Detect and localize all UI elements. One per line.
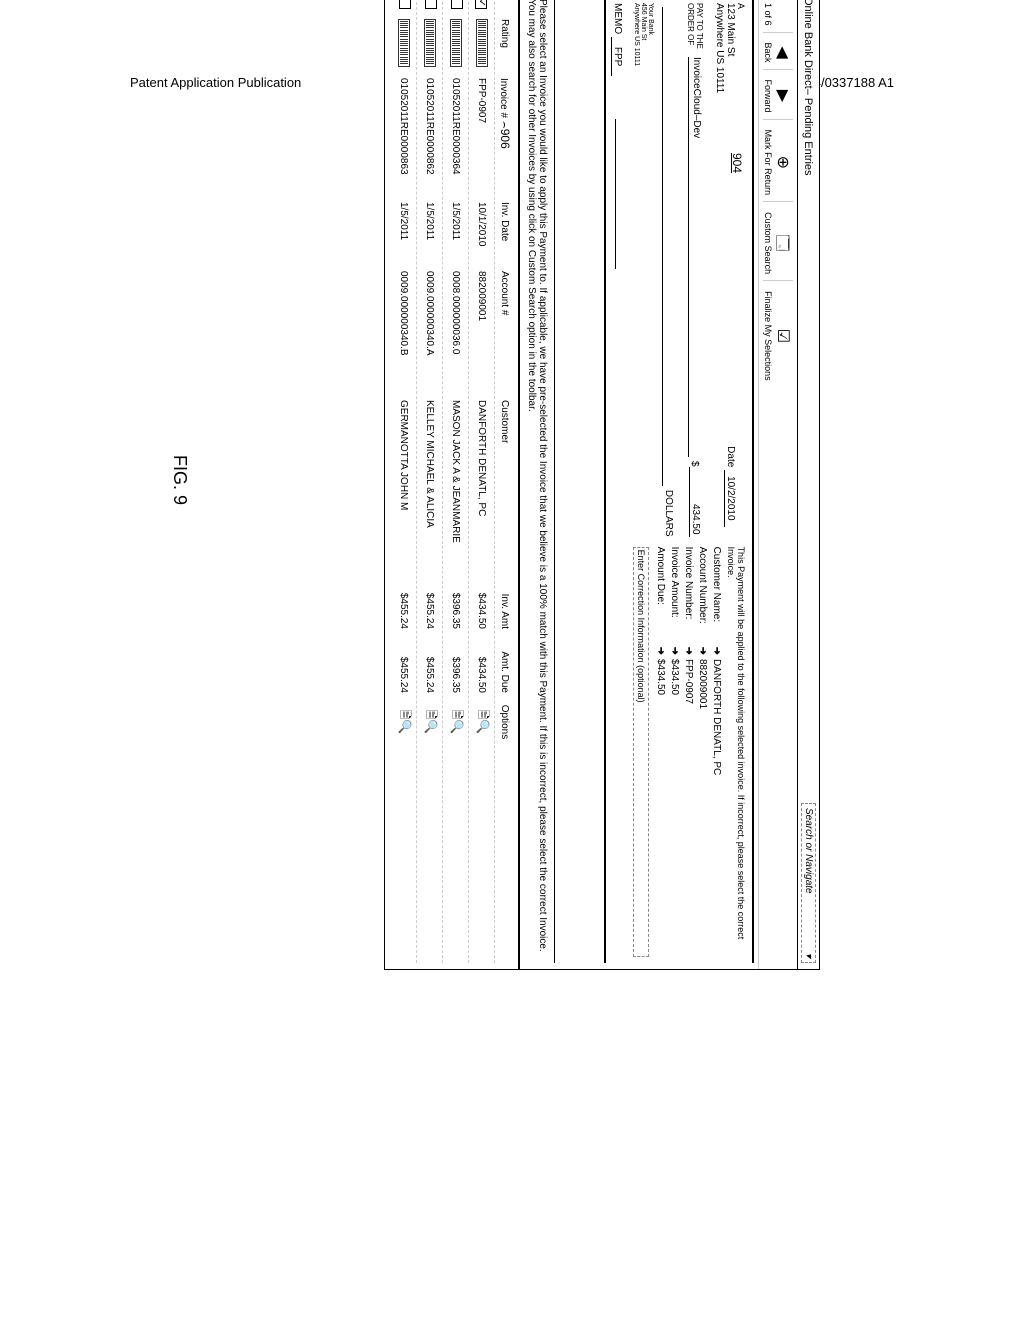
check-panel: A 123 Main St Anywhere US 10111 904 Date… bbox=[604, 0, 754, 963]
titlebar: Online Bank Direct– Pending Entries Sear… bbox=[797, 0, 819, 969]
rating-icon bbox=[424, 19, 436, 67]
check-addr2: Anywhere US 10111 bbox=[714, 3, 725, 537]
forward-icon: ▶ bbox=[773, 90, 793, 102]
finalize-button[interactable]: ☑ Finalize My Selections bbox=[763, 285, 793, 387]
memo-value: FPP bbox=[611, 37, 623, 76]
table-row[interactable]: 01052011RE0000863 1/5/2011 0009.00000034… bbox=[391, 0, 417, 963]
match-intro: This Payment will be applied to the foll… bbox=[726, 547, 746, 957]
invoice-table: Rating Invoice # ⌢906 Inv. Date Account … bbox=[385, 0, 518, 969]
table-row[interactable]: ✓ FPP-0907 10/1/2010 882009001 DANFORTH … bbox=[469, 0, 495, 963]
row-options[interactable]: 🗎🔍 bbox=[419, 697, 440, 747]
ref-904: 904 bbox=[730, 153, 744, 173]
figure-caption: FIG. 9 bbox=[169, 455, 190, 505]
pager: 1 of 6 bbox=[763, 0, 793, 33]
toolbar: 1 of 6 ◀ Back ▶ Forward ⊕ Mark For Retur… bbox=[758, 0, 797, 969]
row-checkbox[interactable] bbox=[425, 0, 437, 9]
forward-button[interactable]: ▶ Forward bbox=[763, 74, 793, 120]
row-options[interactable]: 🗎🔍 bbox=[445, 697, 466, 747]
row-checkbox[interactable] bbox=[399, 0, 411, 9]
row-checkbox[interactable] bbox=[451, 0, 463, 9]
window-title: Online Bank Direct– Pending Entries bbox=[803, 0, 815, 176]
app-window: Online Bank Direct– Pending Entries Sear… bbox=[384, 0, 820, 970]
ref-906: ⌢906 bbox=[498, 121, 512, 149]
mark-return-button[interactable]: ⊕ Mark For Return bbox=[763, 124, 793, 203]
row-checkbox[interactable]: ✓ bbox=[476, 0, 488, 9]
table-row[interactable]: 01052011RE0000364 1/5/2011 0008.00000003… bbox=[443, 0, 469, 963]
instruction-text: Please select an Invoice you would like … bbox=[518, 0, 554, 969]
figure-rotated: 900↷ 902 { Online Bank Direct– Pending E… bbox=[160, 120, 880, 840]
row-options[interactable]: 🗎🔍 bbox=[471, 697, 492, 747]
check-date: 10/2/2010 bbox=[724, 470, 736, 527]
search-icon: 🗔 bbox=[773, 234, 793, 251]
payee-line: InvoiceCloud–Dev bbox=[688, 57, 702, 457]
return-icon: ⊕ bbox=[773, 156, 793, 169]
check-icon: ☑ bbox=[773, 329, 793, 343]
back-icon: ◀ bbox=[773, 46, 793, 58]
row-options[interactable]: 🗎🔍 bbox=[393, 697, 414, 747]
table-header: Rating Invoice # ⌢906 Inv. Date Account … bbox=[495, 0, 514, 963]
rating-icon bbox=[450, 19, 462, 67]
rating-icon bbox=[476, 19, 488, 67]
match-panel: This Payment will be applied to the foll… bbox=[612, 547, 746, 957]
rating-icon bbox=[398, 19, 410, 67]
table-row[interactable]: 01052011RE0000862 1/5/2011 0009.00000034… bbox=[417, 0, 443, 963]
custom-search-button[interactable]: 🗔 Custom Search bbox=[763, 206, 793, 281]
back-button[interactable]: ◀ Back bbox=[763, 37, 793, 70]
correction-box[interactable]: Enter Correction Information (optional) bbox=[633, 547, 649, 957]
search-navigate-input[interactable]: Search or Navigate▾ bbox=[801, 803, 816, 963]
check-amount: 434.50 bbox=[689, 467, 701, 537]
